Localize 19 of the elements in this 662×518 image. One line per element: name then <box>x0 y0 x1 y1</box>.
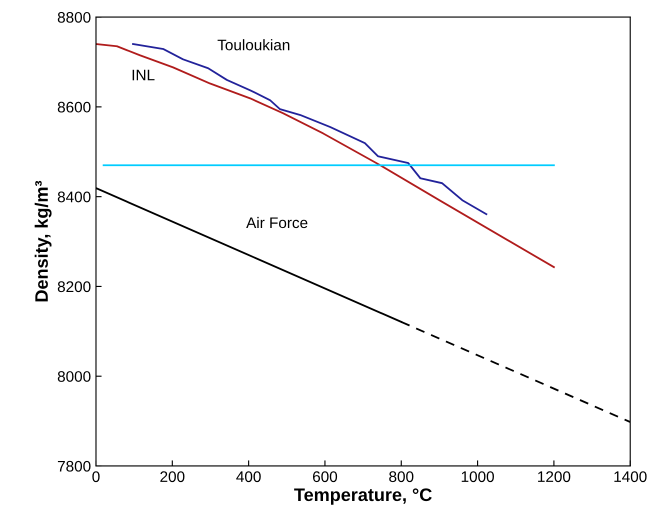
x-tick-label: 0 <box>92 471 100 482</box>
x-tick-label: 800 <box>389 471 414 482</box>
x-tick-label: 400 <box>236 471 261 482</box>
y-tick-label: 8000 <box>58 371 91 382</box>
x-axis-title: Temperature, °C <box>294 488 432 505</box>
y-tick-label: 8800 <box>58 12 91 23</box>
y-axis-title: Density, kg/m³ <box>34 180 52 302</box>
series-label: Air Force <box>246 216 308 228</box>
x-tick-label: 600 <box>312 471 338 482</box>
y-tick-label: 7800 <box>58 460 91 472</box>
y-tick-label: 8400 <box>58 192 91 202</box>
x-tick-label: 1400 <box>614 471 647 482</box>
y-tick-label: 8600 <box>58 102 91 113</box>
x-tick-label: 200 <box>160 471 184 482</box>
series-label: INL <box>132 70 155 80</box>
x-tick-label: 1200 <box>538 471 570 482</box>
y-tick-label: 8200 <box>58 281 91 292</box>
series-label: Touloukian <box>218 39 290 50</box>
x-tick-label: 1000 <box>462 471 494 482</box>
